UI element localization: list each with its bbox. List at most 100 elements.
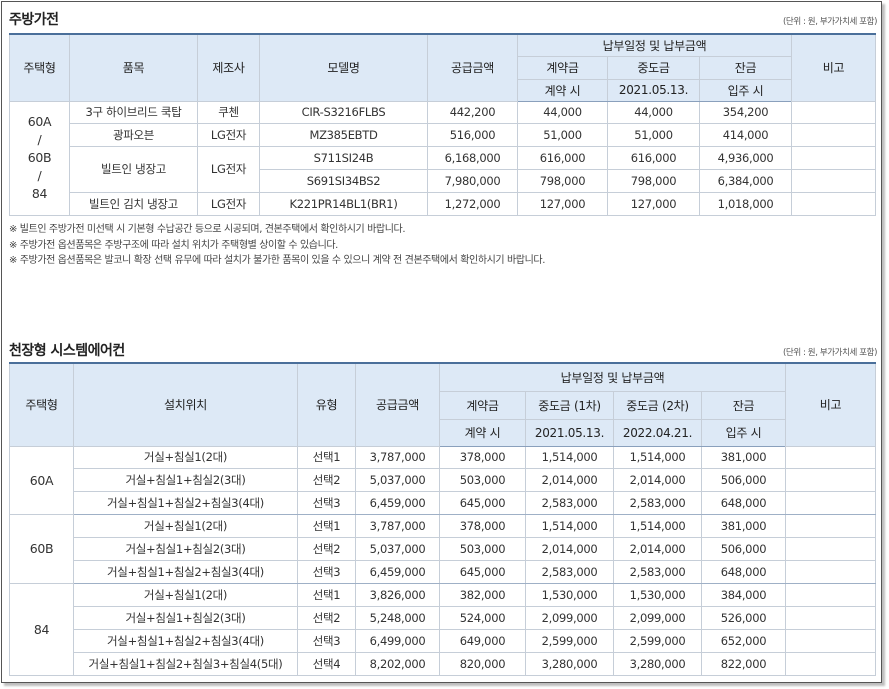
supply-cell: 3,826,000 (355, 582, 440, 607)
kitchen-house-type-cell: 60A / 60B / 84 (9, 100, 70, 216)
model-cell: CIR-S3216FLBS (259, 100, 428, 124)
kitchen-header-deposit: 계약금 (517, 55, 608, 80)
balance-cell: 381,000 (700, 445, 787, 469)
location-cell: 거실+침실1+침실2+침실3(4대) (73, 490, 298, 515)
kitchen-section-title: 주방가전 (9, 12, 59, 28)
kitchen-header-balance-when: 입주 시 (698, 78, 793, 102)
aircon-header-middle2: 중도금 (2차) (613, 390, 702, 420)
supply-cell: 5,037,000 (355, 536, 440, 561)
deposit-cell: 524,000 (439, 605, 526, 630)
maker-cell: LG전자 (197, 122, 260, 147)
remark-cell (785, 582, 877, 607)
type-cell: 선택4 (297, 651, 356, 676)
table-row: 60A / 60B / 84 3구 하이브리드 쿡탑 쿠첸 CIR-S3216F… (9, 100, 877, 216)
table-row: 거실+침실1+침실2+침실3(4대) 선택3 6,459,000 645,000… (10, 490, 877, 515)
deposit-cell: 378,000 (439, 513, 526, 538)
remark-cell (785, 467, 877, 492)
deposit-cell: 51,000 (517, 122, 608, 147)
kitchen-header-supply: 공급금액 (427, 33, 518, 102)
deposit-cell: 503,000 (439, 467, 526, 492)
model-cell: K221PR14BL1(BR1) (259, 191, 428, 216)
aircon-house-type-cell: 84 (9, 582, 74, 676)
table-row: 거실+침실1+침실2+침실3(4대) 선택3 6,459,000 645,000… (10, 559, 877, 584)
remark-cell (791, 145, 877, 170)
middle1-cell: 1,530,000 (525, 582, 614, 607)
aircon-house-type-cell: 60A (9, 445, 74, 515)
kitchen-note: ※ 주방가전 옵션품목은 주방구조에 따라 설치 위치가 주택형별 상이할 수 … (9, 239, 338, 251)
location-cell: 거실+침실1+침실2+침실3+침실4(5대) (73, 651, 298, 676)
remark-cell (785, 559, 877, 584)
balance-cell: 384,000 (700, 582, 787, 607)
balance-cell: 506,000 (700, 536, 787, 561)
type-cell: 선택1 (297, 513, 356, 538)
maker-cell: LG전자 (197, 191, 260, 216)
aircon-header-balance-when: 입주 시 (700, 418, 787, 447)
middle2-cell: 2,099,000 (613, 605, 702, 630)
balance-cell: 822,000 (700, 651, 787, 676)
item-cell: 광파오븐 (69, 122, 198, 147)
supply-cell: 1,272,000 (427, 191, 518, 216)
deposit-cell: 616,000 (517, 145, 608, 170)
middle2-cell: 1,514,000 (613, 445, 702, 469)
deposit-cell: 503,000 (439, 536, 526, 561)
middle-cell: 44,000 (607, 100, 700, 124)
supply-cell: 6,459,000 (355, 559, 440, 584)
table-row: 60B 거실+침실1(2대) 선택1 3,787,000 378,000 1,5… (9, 513, 877, 584)
aircon-header-middle1: 중도금 (1차) (525, 390, 614, 420)
aircon-header-schedule: 납부일정 및 납부금액 (438, 362, 787, 392)
middle1-cell: 1,514,000 (525, 445, 614, 469)
item-cell: 빌트인 냉장고 (69, 145, 198, 193)
balance-cell: 652,000 (700, 628, 787, 653)
supply-cell: 516,000 (427, 122, 518, 147)
aircon-header-type: 유형 (297, 362, 356, 447)
remark-cell (791, 122, 877, 147)
kitchen-note: ※ 빌트인 주방가전 미선택 시 기본형 수납공간 등으로 시공되며, 견본주택… (9, 224, 406, 235)
type-cell: 선택1 (297, 582, 356, 607)
middle2-cell: 2,014,000 (613, 536, 702, 561)
balance-cell: 6,384,000 (698, 168, 793, 193)
remark-cell (791, 168, 877, 193)
type-cell: 선택2 (297, 605, 356, 630)
middle2-cell: 2,583,000 (613, 559, 702, 584)
item-cell: 빌트인 김치 냉장고 (69, 191, 198, 216)
deposit-cell: 820,000 (439, 651, 526, 676)
type-cell: 선택3 (297, 628, 356, 653)
middle2-cell: 1,514,000 (613, 513, 702, 538)
type-cell: 선택3 (297, 490, 356, 515)
balance-cell: 4,936,000 (698, 145, 793, 170)
middle1-cell: 1,514,000 (525, 513, 614, 538)
remark-cell (785, 513, 877, 538)
middle1-cell: 2,014,000 (525, 467, 614, 492)
middle-cell: 51,000 (607, 122, 700, 147)
table-row: 거실+침실1+침실2(3대) 선택2 5,248,000 524,000 2,0… (10, 605, 877, 630)
balance-cell: 506,000 (700, 467, 787, 492)
deposit-cell: 44,000 (517, 100, 608, 124)
kitchen-header-deposit-when: 계약 시 (517, 78, 608, 102)
supply-cell: 3,787,000 (355, 445, 440, 469)
table-row: 60A 거실+침실1(2대) 선택1 3,787,000 378,000 1,5… (9, 445, 877, 515)
balance-cell: 354,200 (698, 100, 793, 124)
middle-cell: 798,000 (607, 168, 700, 193)
supply-cell: 6,499,000 (355, 628, 440, 653)
deposit-cell: 127,000 (517, 191, 608, 216)
kitchen-header-maker: 제조사 (197, 33, 260, 102)
balance-cell: 648,000 (700, 559, 787, 584)
item-cell: 3구 하이브리드 쿡탑 (69, 100, 198, 124)
middle2-cell: 3,280,000 (613, 651, 702, 676)
table-row: 거실+침실1+침실2(3대) 선택2 5,037,000 503,000 2,0… (10, 536, 877, 561)
aircon-header-supply: 공급금액 (355, 362, 440, 447)
kitchen-header-house-type: 주택형 (9, 33, 70, 102)
table-row: 빌트인 냉장고 LG전자 S711SI24B 6,168,000 616,000… (10, 145, 877, 193)
deposit-cell: 645,000 (439, 559, 526, 584)
aircon-header-deposit: 계약금 (439, 390, 526, 420)
balance-cell: 1,018,000 (698, 191, 793, 216)
supply-cell: 8,202,000 (355, 651, 440, 676)
table-row: 84 거실+침실1(2대) 선택1 3,826,000 382,000 1,53… (9, 582, 877, 676)
deposit-cell: 645,000 (439, 490, 526, 515)
aircon-header-middle1-when: 2021.05.13. (525, 418, 614, 447)
aircon-header-house-type: 주택형 (9, 362, 74, 447)
remark-cell (785, 490, 877, 515)
balance-cell: 414,000 (698, 122, 793, 147)
middle1-cell: 2,583,000 (525, 490, 614, 515)
supply-cell: 442,200 (427, 100, 518, 124)
